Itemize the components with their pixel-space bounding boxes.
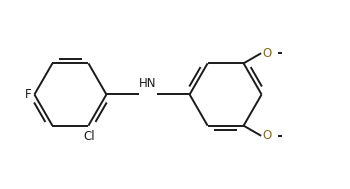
Text: O: O — [262, 129, 272, 142]
Text: HN: HN — [139, 77, 157, 90]
Text: Cl: Cl — [84, 130, 95, 143]
Text: F: F — [25, 88, 31, 101]
Text: O: O — [262, 47, 272, 60]
